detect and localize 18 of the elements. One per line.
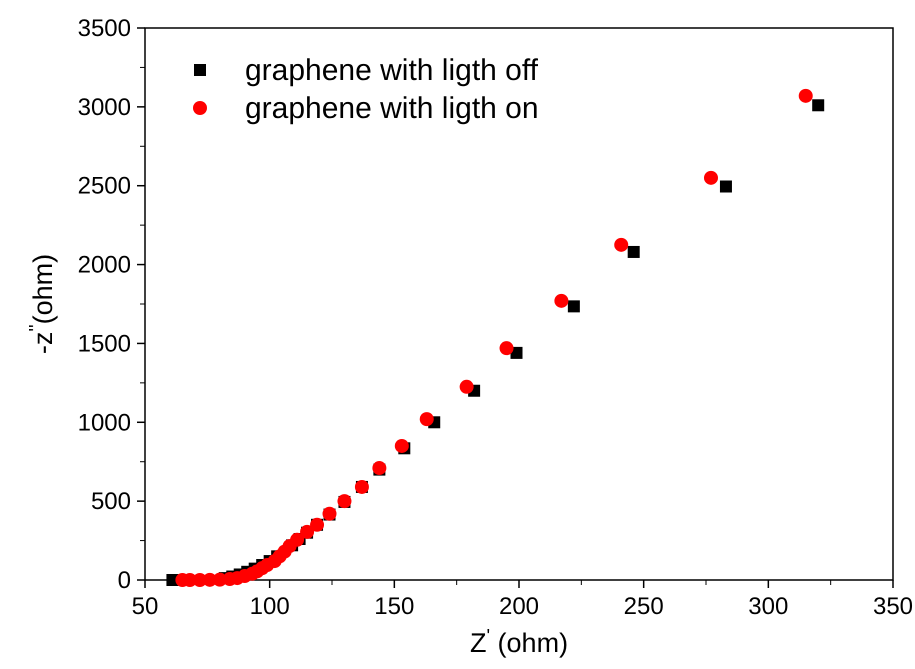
- x-axis-title: Z$^{'}$ (ohm): [470, 626, 568, 658]
- x-tick-label: 250: [624, 593, 664, 620]
- x-tick-label: 200: [498, 593, 540, 620]
- legend-label: graphene with ligth off: [245, 54, 539, 87]
- y-tick-label: 1000: [78, 409, 131, 436]
- y-tick-label: 1500: [78, 330, 131, 358]
- y-tick-label: 3000: [78, 94, 131, 121]
- x-tick-label: 300: [748, 593, 788, 620]
- x-tick-label: 100: [250, 593, 290, 620]
- y-tick-label: 2000: [78, 252, 131, 279]
- y-tick-label: 0: [118, 567, 131, 594]
- y-tick-label: 500: [90, 488, 131, 516]
- x-tick-label: 50: [132, 593, 158, 620]
- x-tick-label: 350: [872, 593, 914, 620]
- x-tick-label: 150: [374, 593, 414, 620]
- y-tick-label: 2500: [78, 172, 131, 200]
- y-tick-label: 3500: [78, 15, 131, 42]
- legend-label: graphene with ligth on: [245, 92, 539, 125]
